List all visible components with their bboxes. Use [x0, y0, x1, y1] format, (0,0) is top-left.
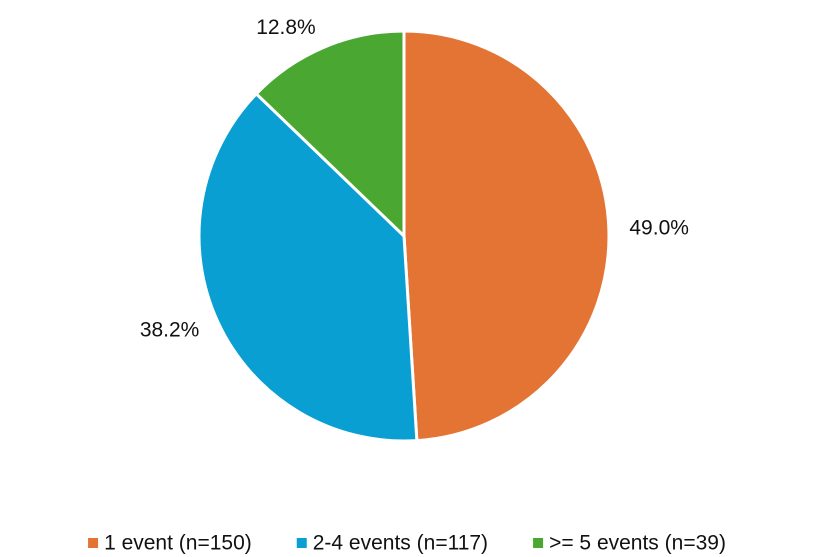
- legend-swatch: [296, 538, 307, 548]
- data-label: 12.8%: [256, 16, 316, 39]
- legend-label: 2-4 events (n=117): [313, 532, 488, 555]
- legend-swatch: [533, 538, 544, 548]
- data-label: 49.0%: [629, 216, 689, 239]
- pie-slice: [402, 29, 611, 443]
- legend-label: 1 event (n=150): [104, 532, 252, 555]
- legend-label: >= 5 events (n=39): [549, 532, 726, 555]
- data-label: 38.2%: [140, 318, 200, 341]
- pie-slice: [254, 29, 406, 240]
- pie-slice: [197, 91, 419, 443]
- legend-swatch: [88, 538, 99, 548]
